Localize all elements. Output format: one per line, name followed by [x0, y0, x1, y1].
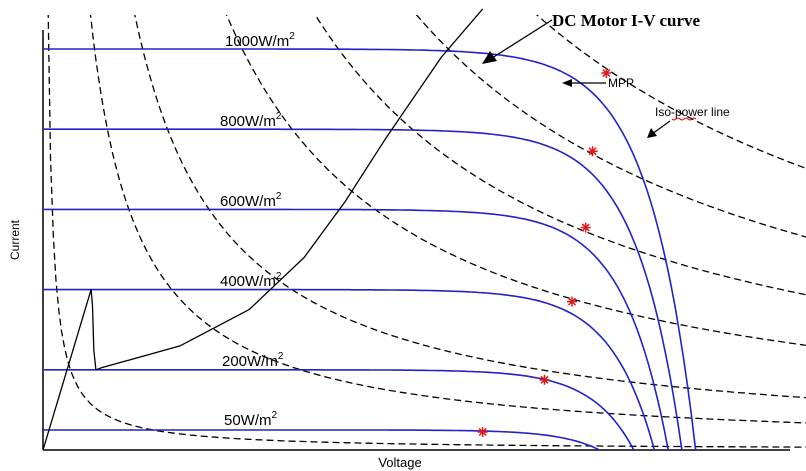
- irradiance-label: 200W/m2: [222, 351, 284, 370]
- mpp-marker: [539, 374, 550, 385]
- mpp-marker: [477, 426, 488, 437]
- mpp-marker: [601, 68, 612, 79]
- iso-power-line: [47, 15, 806, 448]
- motor-curve-annotation: DC Motor I-V curve: [552, 11, 701, 30]
- iso-power-lines: [47, 15, 806, 448]
- mpp-marker: [566, 296, 577, 307]
- iso-squiggle: [671, 117, 697, 121]
- iv-curve: [43, 288, 656, 451]
- irradiance-label: 600W/m2: [220, 191, 282, 210]
- mpp-annotation: MPP: [608, 76, 634, 90]
- dc-motor-curve-group: [42, 8, 484, 451]
- iso-power-annotation: Iso-power line: [655, 105, 730, 119]
- motor-annotation-arrowhead: [482, 51, 497, 64]
- irradiance-label: 50W/m2: [224, 410, 278, 429]
- iv-curve: [43, 369, 635, 451]
- iso-annotation-arrowhead: [647, 128, 657, 138]
- iso-power-line: [535, 15, 806, 170]
- iv-curve: [43, 48, 697, 451]
- irradiance-label: 800W/m2: [220, 111, 282, 130]
- dc-motor-curve: [42, 8, 484, 451]
- x-axis-label: Voltage: [378, 455, 421, 470]
- motor-annotation-arrow: [491, 19, 553, 59]
- iso-power-line: [225, 15, 806, 346]
- iso-power-line: [314, 15, 806, 296]
- mpp-annotation-arrowhead: [562, 79, 572, 87]
- iv-curve: [42, 429, 600, 451]
- iv-curve: [43, 208, 669, 451]
- pv-iv-curves: [42, 48, 697, 451]
- iso-annotation-arrow: [651, 120, 671, 135]
- iv-curve: [43, 128, 683, 451]
- mpp-marker: [587, 146, 598, 157]
- iso-power-line: [89, 15, 806, 424]
- iso-power-line: [415, 15, 806, 238]
- irradiance-labels: 1000W/m2 800W/m2 600W/m2 400W/m2 200W/m2 50W/…: [220, 31, 295, 429]
- irradiance-label: 400W/m2: [220, 271, 282, 290]
- mpp-marker: [580, 222, 591, 233]
- irradiance-label: 1000W/m2: [225, 31, 295, 50]
- mpp-markers: [477, 68, 612, 437]
- y-axis-label: Current: [8, 219, 22, 260]
- iso-power-line: [134, 15, 806, 399]
